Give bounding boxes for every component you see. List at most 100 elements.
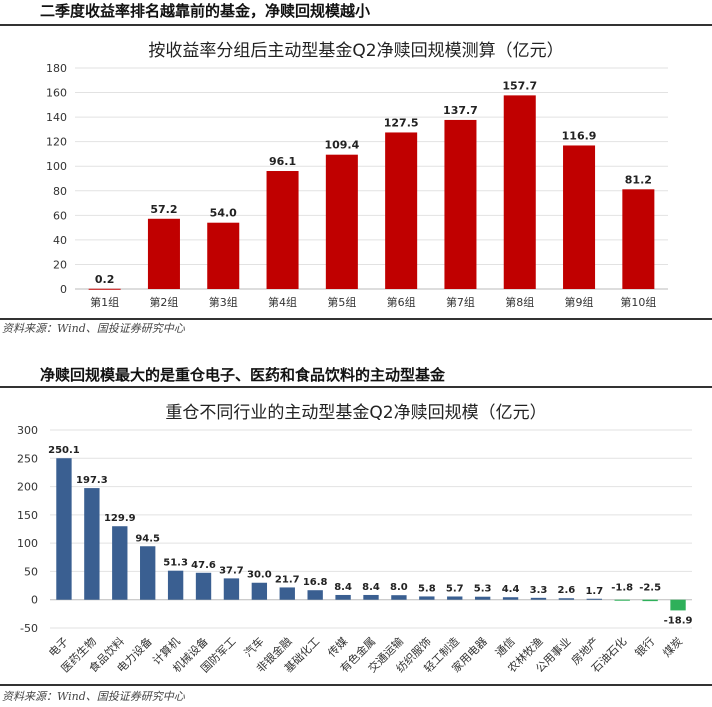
chart1-data-label: 81.2 [625, 173, 652, 186]
chart2-category-label: 传媒 [325, 635, 350, 660]
chart1-data-label: 137.7 [443, 104, 478, 117]
chart1-category-label: 第9组 [565, 295, 594, 309]
chart2-data-label: -1.8 [611, 583, 633, 594]
chart1-category-label: 第4组 [268, 295, 297, 309]
chart1-bar [503, 95, 536, 289]
chart2-bar [112, 526, 128, 600]
chart2-bar [56, 458, 72, 600]
chart2-category-label: 汽车 [241, 634, 266, 659]
chart1-ytick-label: 80 [53, 185, 67, 198]
chart2-data-label: 8.4 [334, 582, 352, 593]
chart2-ytick-label: 250 [17, 452, 38, 465]
chart2-bar [530, 597, 547, 600]
chart2-data-label: -18.9 [664, 615, 693, 626]
chart2-bar [84, 488, 100, 600]
chart2-data-label: 197.3 [76, 475, 108, 486]
chart1-bar [444, 119, 477, 289]
chart1-bar-chart: 0 20 40 60 80 100 120 140 160 180 0.2 第1组 57.2 第2组 54.… [46, 62, 668, 309]
chart2-ytick-label: 50 [24, 565, 38, 578]
chart1-category-label: 第8组 [505, 295, 534, 309]
chart2-data-label: 8.0 [390, 582, 408, 593]
chart2-ytick-label: 300 [17, 424, 38, 437]
section1-heading: 二季度收益率排名越靠前的基金，净赎回规模越小 [40, 2, 371, 20]
section1-divider [0, 24, 712, 26]
chart1-ytick-label: 120 [46, 136, 67, 149]
chart1-category-label: 第5组 [327, 295, 356, 309]
chart1-data-label: 0.2 [95, 273, 115, 286]
chart1-category-label: 第3组 [209, 295, 238, 309]
chart2-data-label: 4.4 [502, 584, 520, 595]
chart2-data-label: 37.7 [219, 565, 244, 576]
chart1-bar [385, 132, 418, 289]
chart2-category-label: 煤炭 [660, 635, 685, 660]
chart1-data-label: 116.9 [562, 129, 597, 142]
chart2-ytick-label: 0 [31, 594, 38, 607]
chart1-title: 按收益率分组后主动型基金Q2净赎回规模测算（亿元） [148, 41, 564, 61]
chart2-ytick-label: 200 [17, 481, 38, 494]
chart1-category-label: 第10组 [620, 295, 656, 309]
chart2-data-label: 3.3 [530, 585, 548, 596]
chart2-bar [586, 598, 602, 600]
section1-source: 资料来源：Wind、国投证券研究中心 [2, 322, 185, 335]
chart2-data-label: 8.4 [362, 582, 380, 593]
chart2-bar [140, 546, 156, 600]
chart2-bar [223, 578, 240, 600]
chart1-ytick-label: 40 [53, 234, 67, 247]
chart2-bar [447, 596, 463, 600]
chart1-ytick-label: 100 [46, 160, 67, 173]
chart1-bar [266, 171, 299, 289]
chart2-data-label: 51.3 [163, 558, 188, 569]
chart1-ytick-label: 140 [46, 111, 67, 124]
chart2-bar [642, 599, 658, 602]
chart2-bar [502, 597, 519, 600]
chart2-data-label: 16.8 [303, 577, 328, 588]
chart2-bar [167, 570, 184, 600]
chart1-data-label: 157.7 [502, 79, 537, 92]
section2-source: 资料来源：Wind、国投证券研究中心 [2, 690, 185, 703]
chart2-data-label: 5.8 [418, 583, 436, 594]
chart2-data-label: 94.5 [135, 533, 160, 544]
chart1-ytick-label: 20 [53, 258, 67, 271]
chart2-data-label: 30.0 [247, 570, 272, 581]
chart2-bar [279, 587, 295, 600]
chart2-bar [558, 598, 575, 600]
chart1-category-label: 第1组 [90, 295, 119, 309]
chart2-data-label: 250.1 [48, 445, 80, 456]
chart1-category-label: 第7组 [446, 295, 475, 309]
chart1-bar [622, 189, 655, 289]
section2-bottom-divider [0, 684, 712, 686]
chart2-ytick-label: -50 [20, 622, 38, 635]
chart1-bar [147, 218, 180, 289]
chart1-data-label: 109.4 [324, 139, 359, 152]
chart2-title: 重仓不同行业的主动型基金Q2净赎回规模（亿元） [165, 403, 547, 423]
chart2-data-label: 2.6 [558, 585, 576, 596]
chart2-category-label: 通信 [493, 635, 518, 660]
section2-heading: 净赎回规模最大的是重仓电子、医药和食品饮料的主动型基金 [40, 366, 446, 384]
chart1-ytick-label: 160 [46, 87, 67, 100]
chart1-category-label: 第6组 [387, 295, 416, 309]
chart2-bar [251, 582, 268, 600]
section1-bottom-divider [0, 318, 712, 320]
chart1-bar [563, 145, 596, 289]
section2-divider [0, 386, 712, 388]
chart1-data-label: 57.2 [150, 203, 177, 216]
chart1-ytick-label: 0 [60, 283, 67, 296]
chart2-data-label: 5.7 [446, 583, 464, 594]
chart2-data-label: 5.3 [474, 584, 492, 595]
chart2-data-label: -2.5 [639, 583, 661, 594]
chart2-category-label: 银行 [632, 634, 657, 659]
chart2-bar [195, 572, 212, 600]
chart2-bar [419, 596, 435, 600]
chart1-ytick-label: 180 [46, 62, 67, 75]
chart1-data-label: 127.5 [384, 116, 419, 129]
chart2-ytick-label: 100 [17, 537, 38, 550]
chart2-ytick-label: 150 [17, 509, 38, 522]
chart2-bar-chart: -50050100150200250300250.1电子197.3医药生物129… [17, 424, 693, 675]
chart2-bar [474, 596, 491, 600]
chart2-bar [391, 595, 407, 600]
chart1-data-label: 96.1 [269, 155, 296, 168]
chart2-category-label: 电子 [46, 635, 71, 660]
chart2-data-label: 47.6 [191, 560, 216, 571]
chart2-bar [614, 599, 630, 601]
chart2-bar [307, 590, 323, 600]
